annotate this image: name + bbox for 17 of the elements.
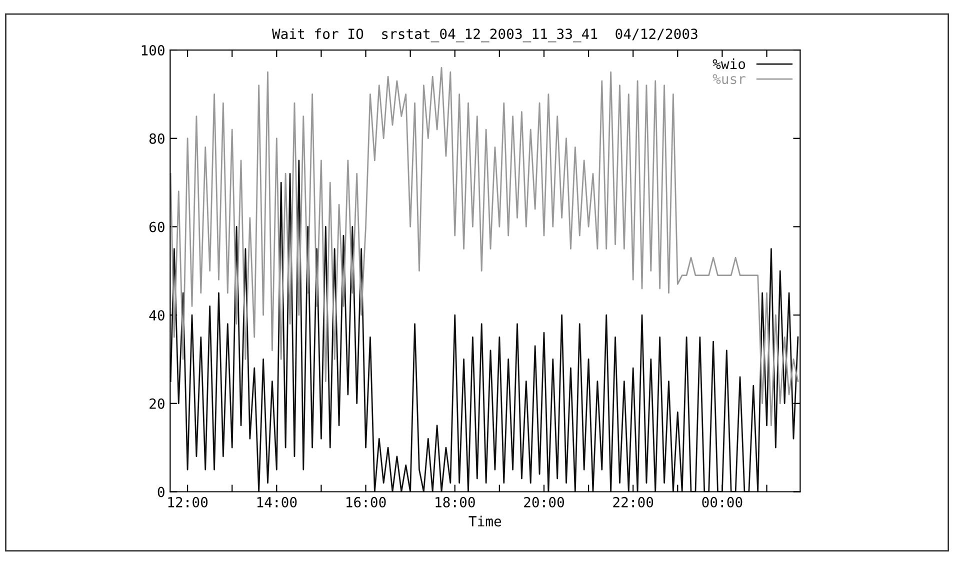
y-tick-label: 60 [149, 222, 164, 232]
y-tick-label: 20 [150, 398, 164, 409]
legend-label: %usr [712, 74, 746, 84]
x-tick-label: 14:00 [257, 496, 297, 508]
y-tick-label: 80 [149, 133, 164, 144]
y-tick-label: 100 [142, 45, 164, 56]
x-tick-label: 12:00 [168, 496, 208, 508]
legend-label: %wio [712, 58, 746, 70]
x-tick-label: 20:00 [524, 496, 564, 508]
x-tick-label: 16:00 [346, 496, 386, 508]
x-tick-label: 22:00 [613, 496, 654, 508]
x-axis-title: Time [468, 516, 502, 527]
chart-title: Wait for IO srstat_04_12_2003_11_33_41 04/12/2003 [272, 28, 698, 42]
y-tick-label: 40 [149, 310, 164, 321]
x-tick-label: 18:00 [436, 496, 475, 508]
x-tick-label: 00:00 [702, 496, 742, 508]
y-tick-label: 0 [158, 486, 164, 498]
